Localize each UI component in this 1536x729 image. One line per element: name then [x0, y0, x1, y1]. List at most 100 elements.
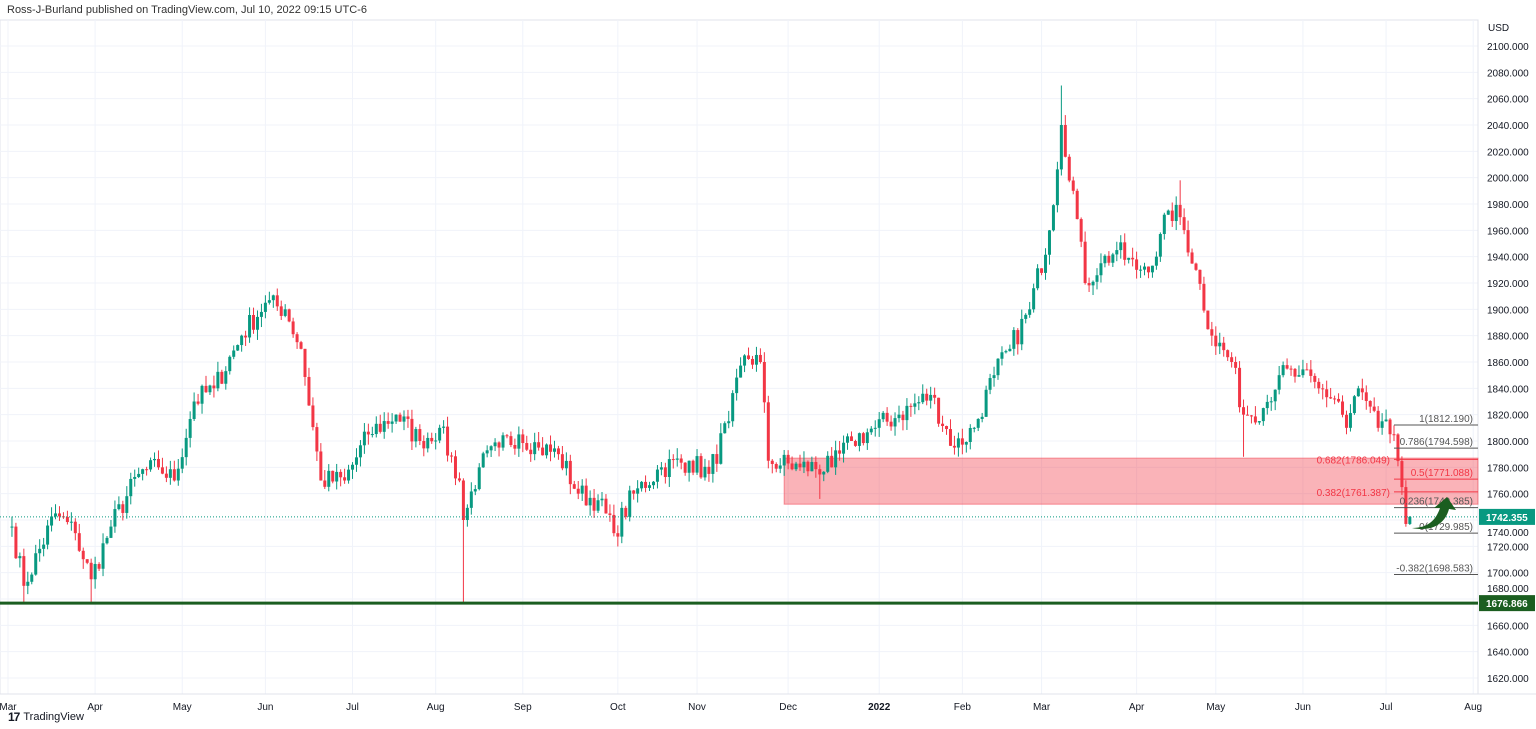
candle: [604, 494, 608, 514]
candle-body: [370, 434, 374, 436]
candle: [699, 453, 703, 479]
candle-body: [200, 385, 204, 404]
candle-body: [1135, 259, 1139, 270]
candle-body: [584, 485, 588, 506]
candle-body: [568, 460, 572, 485]
candle-body: [1000, 352, 1004, 359]
candle-body: [1360, 388, 1364, 393]
candle: [18, 552, 22, 568]
x-tick-label: Nov: [688, 702, 706, 713]
x-tick-label: Aug: [427, 702, 445, 713]
candle: [1317, 378, 1321, 394]
candle: [600, 492, 604, 507]
candle: [1194, 262, 1198, 271]
candle: [901, 410, 905, 431]
candle-body: [893, 418, 897, 427]
candle-body: [552, 448, 556, 452]
candle: [723, 421, 727, 434]
candle: [707, 460, 711, 482]
candle: [34, 544, 38, 576]
fib-level-label: 0(1729.985): [1419, 522, 1473, 533]
candle-body: [382, 421, 386, 432]
candle-body: [857, 433, 861, 446]
candle-body: [180, 457, 184, 469]
candle-body: [1226, 350, 1230, 358]
candle: [984, 385, 988, 417]
candle: [952, 435, 956, 455]
candle: [188, 411, 192, 448]
candle-body: [1404, 487, 1408, 524]
candle-body: [192, 401, 196, 419]
candle-body: [822, 471, 826, 475]
candle: [758, 348, 762, 364]
candle-body: [572, 484, 576, 489]
y-tick-label: 1800.000: [1487, 437, 1529, 448]
candle: [176, 458, 180, 486]
y-tick-label: 2000.000: [1487, 174, 1529, 185]
candle: [1040, 268, 1044, 276]
candle-body: [236, 345, 240, 351]
currency-label: USD: [1488, 23, 1509, 34]
candle-body: [707, 466, 711, 474]
candle: [141, 468, 145, 481]
candle: [541, 437, 545, 456]
fib-level-label: 0.382(1761.387): [1317, 488, 1390, 499]
candle: [750, 355, 754, 369]
candle: [54, 504, 58, 520]
candle-body: [917, 402, 921, 404]
candle: [1198, 269, 1202, 290]
candle-body: [790, 463, 794, 470]
candle-body: [362, 431, 366, 446]
candle-body: [1376, 410, 1380, 428]
candle-body: [1301, 369, 1305, 376]
candle: [275, 288, 279, 311]
candle: [14, 522, 18, 560]
candle: [972, 426, 976, 433]
y-tick-label: 1700.000: [1487, 569, 1529, 580]
candle-body: [747, 355, 751, 359]
candle-body: [394, 414, 398, 422]
candle: [648, 481, 652, 491]
candle: [77, 523, 81, 553]
candle-body: [50, 516, 54, 526]
candle-body: [69, 521, 73, 523]
candle: [774, 462, 778, 473]
candle: [406, 409, 410, 428]
candle-body: [580, 485, 584, 494]
candle-body: [687, 460, 691, 473]
candle: [497, 441, 501, 457]
candle: [1087, 277, 1091, 292]
candle: [505, 434, 509, 439]
candle-body: [537, 442, 541, 448]
candle-body: [806, 461, 810, 472]
candle-body: [438, 427, 442, 441]
y-tick-label: 1620.000: [1487, 674, 1529, 685]
candle: [117, 496, 121, 511]
candle: [378, 414, 382, 434]
candle: [42, 537, 46, 557]
candle-body: [228, 356, 232, 372]
y-tick-label: 1920.000: [1487, 279, 1529, 290]
candle-body: [1202, 283, 1206, 311]
candle: [319, 443, 323, 481]
candle: [1210, 321, 1214, 346]
candle-body: [1178, 204, 1182, 218]
candle-body: [232, 350, 236, 357]
candle-body: [838, 450, 842, 454]
candle-body: [248, 315, 252, 338]
candle: [85, 559, 89, 565]
candle: [1024, 313, 1028, 324]
candle: [826, 451, 830, 474]
candle-body: [446, 426, 450, 456]
tradingview-footer[interactable]: 17 TradingView: [8, 710, 84, 724]
candle: [422, 435, 426, 457]
candle-body: [315, 427, 319, 452]
candle: [1036, 264, 1040, 291]
candle-body: [735, 377, 739, 394]
candle-body: [149, 460, 153, 470]
candle-body: [347, 469, 351, 481]
candle: [624, 505, 628, 520]
candle-body: [529, 449, 533, 455]
candle: [382, 412, 386, 439]
